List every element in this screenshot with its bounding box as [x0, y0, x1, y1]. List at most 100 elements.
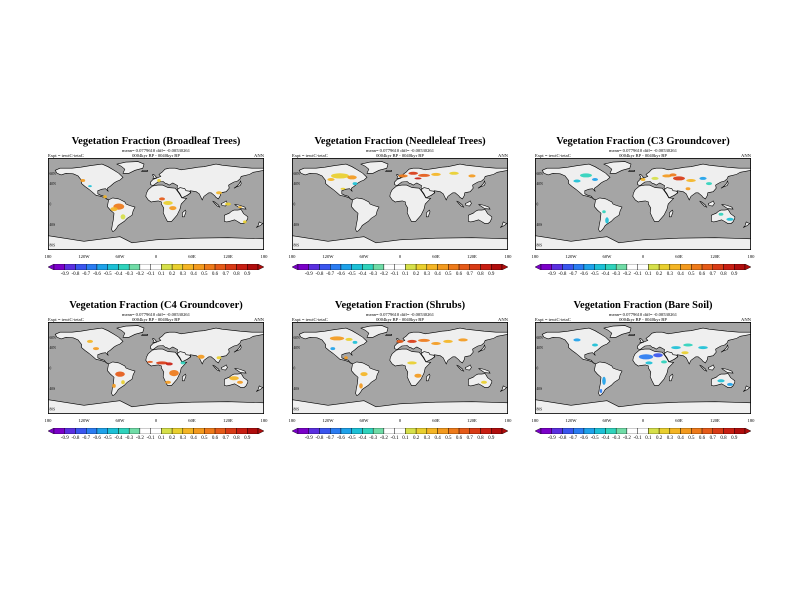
anomaly-patch — [197, 354, 205, 359]
colorbar-bin — [204, 264, 216, 270]
lon-tick-label: 0 — [641, 254, 645, 259]
anomaly-patch — [169, 206, 177, 211]
anomaly-patch — [651, 176, 659, 180]
colorbar-bin — [701, 264, 713, 270]
colorbar-bin — [669, 264, 681, 270]
colorbar-high-arrow — [744, 264, 751, 270]
panel-title: Vegetation Fraction (Needleleaf Trees) — [314, 136, 486, 147]
anomaly-patch — [685, 187, 691, 191]
colorbar-tick-label: -0.5 — [103, 436, 112, 441]
colorbar-tick-label: -0.5 — [590, 272, 599, 277]
longitude-axis: 180 120W 60W 0 60E 120E 180 — [289, 254, 512, 260]
map-panel: Vegetation Fraction (Shrubs) mean= 0.0779… — [289, 300, 512, 470]
colorbar-bin — [330, 264, 342, 270]
colorbar-tick-label: -0.7 — [569, 436, 578, 441]
landmass-sumatra — [699, 200, 708, 208]
anomaly-patch — [673, 176, 685, 181]
colorbar-bin — [594, 264, 606, 270]
colorbar-bin — [723, 428, 735, 434]
anomaly-patch — [592, 178, 598, 181]
landmass-antarctica — [535, 399, 751, 414]
anomaly-patch — [330, 347, 336, 351]
landmass-southAmerica — [594, 197, 623, 233]
anomaly-patch — [396, 339, 404, 343]
lat-tick-label: 80S — [50, 407, 56, 411]
colorbar-bin — [64, 264, 76, 270]
anomaly-patch — [359, 383, 363, 389]
anomaly-patch — [605, 217, 609, 224]
anomaly-patch — [238, 206, 242, 209]
colorbar-high-arrow — [501, 264, 508, 270]
colorbar-bin — [340, 428, 352, 434]
landmass-northAmerica — [541, 327, 611, 365]
anomaly-patch — [431, 342, 441, 345]
colorbar-tick-label: -0.4 — [601, 272, 610, 277]
colorbar-tick-label: 0.4 — [190, 272, 197, 277]
colorbar-tick-label: -0.8 — [315, 436, 324, 441]
lat-tick-label: 40S — [50, 387, 56, 391]
colorbar-low-arrow — [292, 428, 299, 434]
colorbar-bin — [362, 264, 374, 270]
map-frame — [292, 158, 508, 250]
colorbar-low-arrow — [48, 264, 55, 270]
lon-tick-label: 120W — [322, 418, 334, 423]
colorbar-tick-label: 0.4 — [434, 272, 441, 277]
lon-tick-label: 120E — [467, 418, 477, 423]
landmass-northAmerica — [298, 163, 368, 201]
lat-tick-label: 0 — [537, 203, 539, 207]
anomaly-patch — [481, 380, 487, 384]
colorbar-tick-label: 0.3 — [423, 436, 430, 441]
landmass-japan — [233, 180, 242, 189]
landmass-northAmerica — [54, 327, 124, 365]
panel-title: Vegetation Fraction (C4 Groundcover) — [69, 300, 243, 311]
colorbar-tick-label: -0.8 — [558, 272, 567, 277]
lon-tick-label: 0 — [398, 418, 402, 423]
colorbar-low-arrow — [292, 264, 299, 270]
lat-tick-label: 40S — [537, 223, 543, 227]
lat-tick-label: 80S — [50, 243, 56, 247]
colorbar-tick-label: 0.8 — [477, 436, 484, 441]
colorbar-bin — [540, 428, 552, 434]
colorbar-tick-label: -0.4 — [601, 436, 610, 441]
anomaly-patch — [165, 362, 173, 366]
colorbar-bin — [562, 428, 574, 434]
landmass-iceland — [140, 334, 148, 336]
colorbar-tick-label: -0.6 — [92, 272, 101, 277]
panel-time-range: 0004kyr BP - 0040kyr BP — [132, 317, 180, 322]
anomaly-patch — [686, 179, 696, 182]
anomaly-patch — [580, 173, 592, 178]
landmass-nz — [500, 221, 508, 228]
lat-tick-label: 40N — [50, 182, 57, 186]
colorbar-bin — [150, 428, 162, 434]
colorbar-tick-label: -0.3 — [369, 272, 378, 277]
lat-tick-label: 80S — [537, 243, 543, 247]
landmass-japan — [477, 180, 486, 189]
colorbar-bin — [626, 264, 638, 270]
colorbar — [292, 428, 508, 434]
colorbar-bin — [75, 264, 87, 270]
landmass-southAmerica — [351, 361, 380, 397]
anomaly-patch — [112, 383, 116, 388]
anomaly-patch — [237, 380, 243, 384]
anomaly-patch — [329, 336, 345, 341]
colorbar-bin — [340, 264, 352, 270]
panel-season: ANN — [498, 153, 508, 158]
colorbar-tick-label: 0.1 — [402, 436, 409, 441]
anomaly-patch — [458, 338, 468, 342]
lat-tick-label: 0 — [50, 203, 52, 207]
landmass-antarctica — [48, 399, 264, 414]
colorbar-tick-label: 0.9 — [731, 436, 738, 441]
colorbar-tick-label: 0.6 — [698, 436, 706, 441]
anomaly-patch — [157, 179, 161, 182]
colorbar-bin — [723, 264, 735, 270]
colorbar-bin — [214, 264, 226, 270]
colorbar-bin — [86, 264, 98, 270]
colorbar-tick-label: 0.7 — [709, 272, 716, 277]
anomaly-patch — [408, 171, 418, 175]
map-frame — [48, 322, 264, 414]
colorbar-tick-label: -0.3 — [369, 436, 378, 441]
map-frame — [535, 158, 751, 250]
landmass-greenland — [360, 161, 389, 174]
colorbar-tick-label: 0.5 — [445, 436, 452, 441]
landmass-newguinea — [478, 204, 491, 210]
